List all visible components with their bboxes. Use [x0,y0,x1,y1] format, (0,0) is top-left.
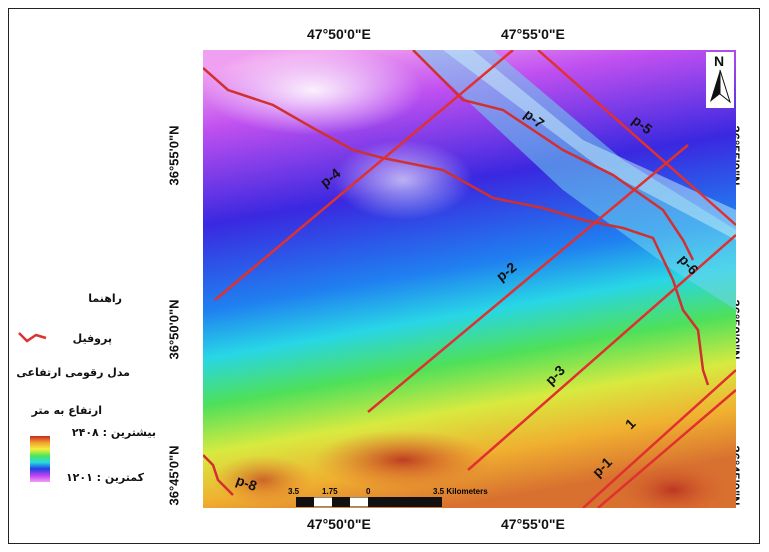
left-tick-3: 36°45'0"N [166,445,182,506]
river-lines [203,50,710,496]
scale-tick-1: 3.5 [288,487,300,496]
bottom-tick-1: 47°50'0"E [307,516,371,532]
scale-tick-4: 3.5 Kilometers [433,487,488,496]
legend-title: راهنما [88,292,122,305]
profile-lines [214,50,736,508]
north-label: N [714,53,724,69]
dem-map: p-4 p-7 p-5 p-2 p-6 p-3 1 p-1 p-8 [203,50,736,508]
profile-label-p8: p-8 [234,472,259,494]
scale-tick-2: 1.75 [322,487,338,496]
legend-profile-icon [18,332,47,343]
legend-dem-label: مدل رقومی ارتفاعی [16,366,130,379]
scale-tick-3: 0 [366,487,371,496]
top-tick-2: 47°55'0"E [501,26,565,42]
scale-bar [296,497,442,507]
legend-elevation-title: ارتفاع به متر [31,404,102,417]
elevation-ramp [30,436,50,482]
top-tick-1: 47°50'0"E [307,26,371,42]
legend-profile-label: پروفیل [72,332,112,345]
map-frame [8,8,760,544]
left-tick-2: 36°50'0"N [166,299,182,360]
bottom-tick-2: 47°55'0"E [501,516,565,532]
legend-max-label: بیشترین : ۲۴۰۸ [71,426,156,439]
legend-min-label: کمترین : ۱۲۰۱ [65,471,144,484]
left-tick-1: 36°55'0"N [166,125,182,186]
north-arrow: N [706,52,734,108]
